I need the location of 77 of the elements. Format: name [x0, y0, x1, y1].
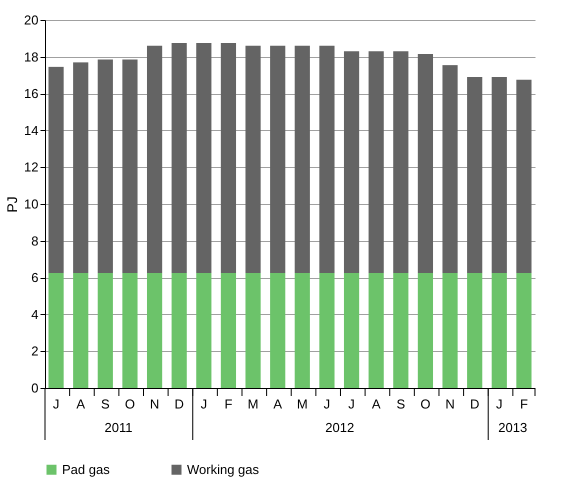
bar [73, 62, 88, 273]
bar [319, 46, 335, 273]
x-tick-label: D [470, 396, 480, 412]
x-tick-label: A [273, 396, 282, 412]
x-tick-label: S [100, 396, 110, 412]
y-tick-label: 8 [31, 233, 38, 248]
y-tick-label: 2 [31, 344, 38, 359]
x-tick-label: S [396, 396, 406, 412]
x-tick-label: F [520, 396, 528, 412]
y-tick-label: 12 [24, 160, 38, 175]
bar [146, 46, 162, 273]
bar [344, 273, 360, 388]
bar [122, 273, 138, 388]
y-tick-label: 18 [24, 49, 38, 64]
bar [418, 54, 434, 273]
bar [196, 273, 212, 388]
legend-label: Pad gas [62, 462, 110, 477]
bar [48, 273, 64, 388]
bar [48, 66, 64, 273]
bar [98, 60, 113, 273]
x-tick-label: J [496, 396, 503, 412]
x-tick-label: A [76, 396, 86, 412]
x-tick-label: D [174, 396, 184, 412]
bar [172, 273, 187, 388]
y-tick-label: 6 [31, 270, 38, 286]
x-tick-label: M [296, 396, 308, 412]
bar [442, 273, 458, 388]
x-tick-label: J [348, 396, 355, 412]
bar [122, 60, 138, 273]
bar [368, 273, 384, 388]
y-tick-label: 0 [31, 380, 38, 396]
bar [492, 273, 507, 388]
bar [146, 273, 162, 388]
bar [220, 43, 236, 273]
x-tick-label: J [324, 396, 330, 412]
text: 2012 [325, 420, 354, 435]
bar [294, 273, 310, 388]
bar [368, 51, 384, 273]
text: 2011 [104, 420, 132, 435]
bar [393, 51, 408, 273]
bar [418, 273, 434, 388]
bar [516, 273, 532, 388]
bar [270, 46, 286, 273]
text: 2013 [498, 420, 528, 435]
x-tick-label: O [124, 396, 136, 412]
bar [492, 77, 507, 273]
bar [220, 273, 236, 388]
bar [319, 273, 335, 388]
x-tick-label: J [200, 396, 208, 412]
bar [467, 77, 482, 273]
bar [270, 273, 286, 388]
bar [73, 273, 88, 388]
x-tick-label: M [248, 396, 258, 412]
bar [245, 273, 261, 388]
bar [196, 43, 212, 273]
bar [516, 80, 532, 273]
bar [98, 273, 113, 388]
x-tick-label: A [372, 396, 381, 412]
x-tick-label: N [150, 396, 160, 412]
bar [344, 51, 360, 273]
bar [467, 273, 482, 388]
bar [245, 46, 261, 273]
x-tick-label: O [420, 396, 430, 412]
bar [393, 273, 408, 388]
bar [172, 43, 187, 273]
y-axis-title: PJ [4, 196, 20, 213]
x-tick-label: J [52, 396, 60, 412]
x-tick-label: N [445, 396, 455, 412]
x-tick-label: F [224, 396, 232, 412]
legend-label: Working gas [187, 462, 260, 477]
bar [442, 65, 458, 273]
y-tick-label: 20 [24, 12, 38, 28]
bar [294, 46, 310, 273]
y-tick-label: 10 [24, 196, 38, 212]
y-tick-label: 16 [24, 86, 38, 102]
y-tick-label: 4 [31, 306, 38, 322]
y-tick-label: 14 [24, 122, 38, 138]
